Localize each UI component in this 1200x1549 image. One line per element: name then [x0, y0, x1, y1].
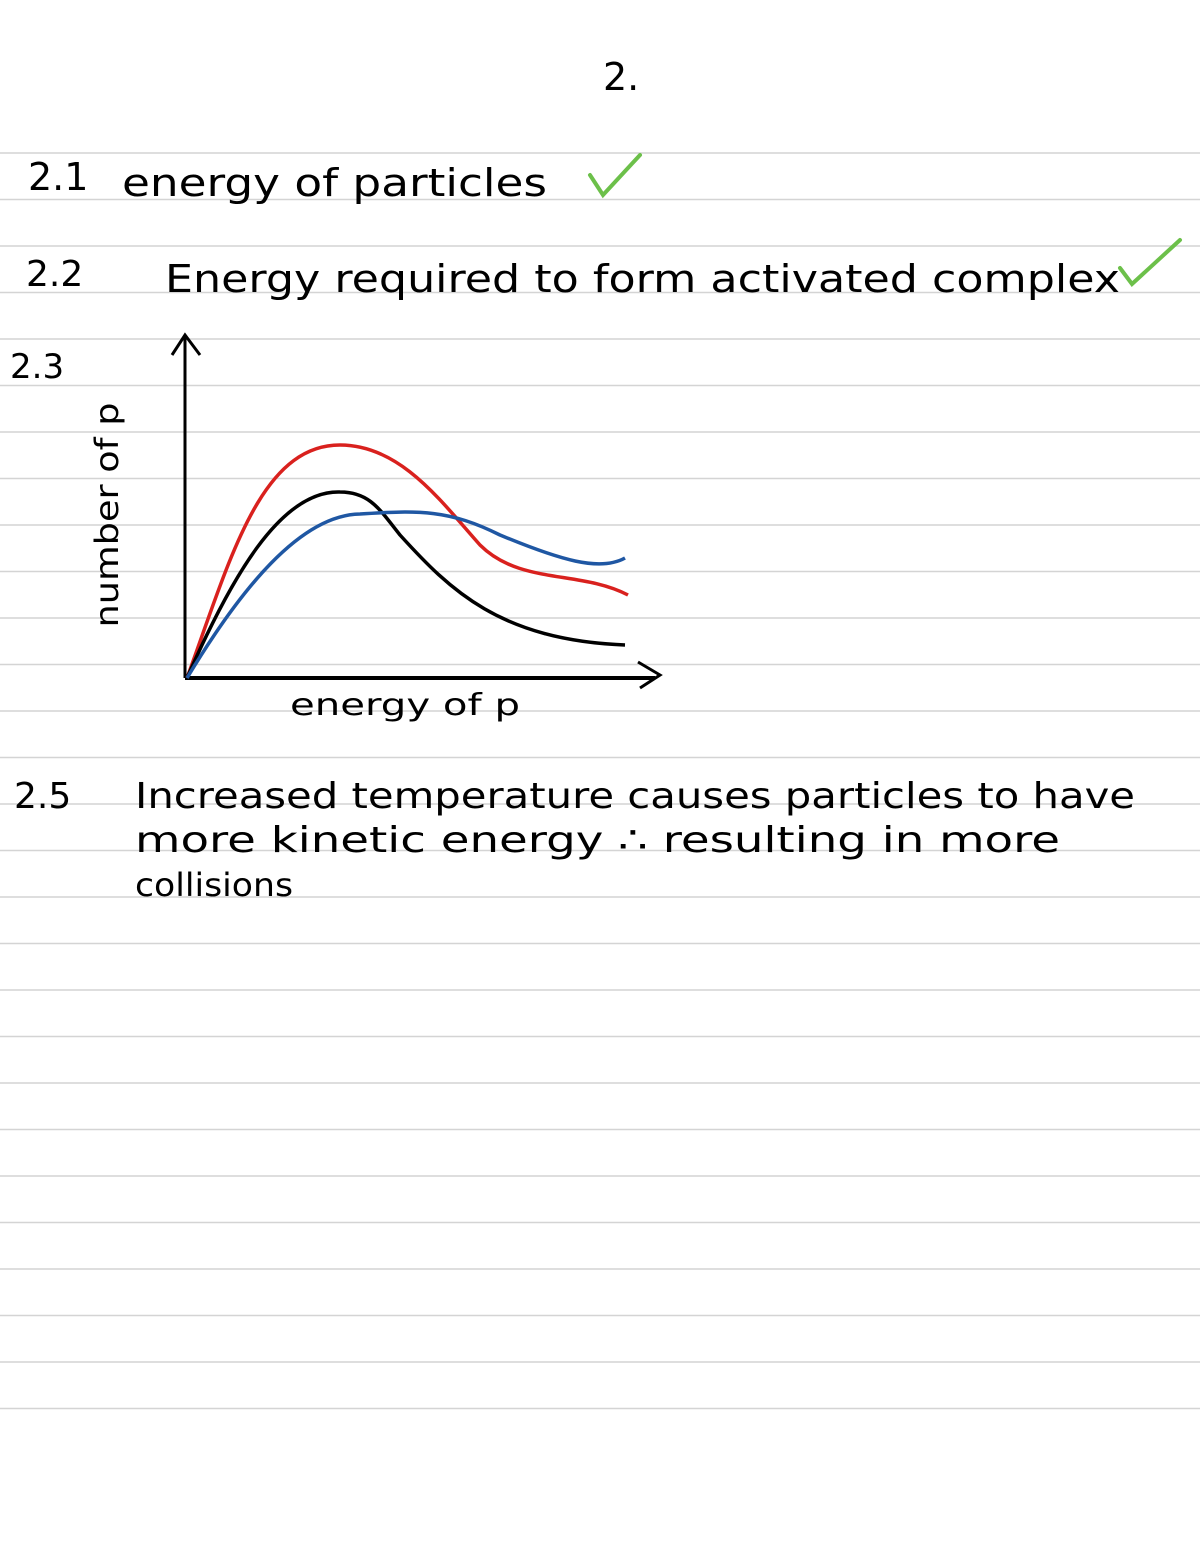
answer-line: more kinetic energy ∴ resulting in more	[135, 820, 1060, 861]
page-number: 2.	[603, 55, 639, 99]
item-number: 2.2	[26, 254, 83, 295]
item-number: 2.5	[14, 776, 71, 817]
curve-red	[185, 443, 629, 679]
sketch-graph: number of p energy of p	[88, 332, 663, 723]
axis-arrow	[637, 660, 663, 690]
ruled-lines	[0, 152, 1200, 1410]
answer-line: collisions	[135, 866, 293, 904]
answer-line: Increased temperature causes particles t…	[135, 776, 1135, 817]
check-mark	[1118, 238, 1182, 287]
item-number: 2.3	[10, 347, 64, 387]
check-mark	[588, 153, 642, 199]
answer-text: energy of particles	[122, 161, 547, 205]
item-number: 2.1	[28, 155, 88, 199]
curve-black	[185, 490, 626, 679]
y-axis-label: number of p	[88, 403, 126, 628]
axis-arrow	[170, 332, 202, 356]
answer-text: Energy required to form activated comple…	[165, 257, 1120, 301]
x-axis-label: energy of p	[290, 688, 520, 723]
curve-blue	[185, 510, 626, 679]
